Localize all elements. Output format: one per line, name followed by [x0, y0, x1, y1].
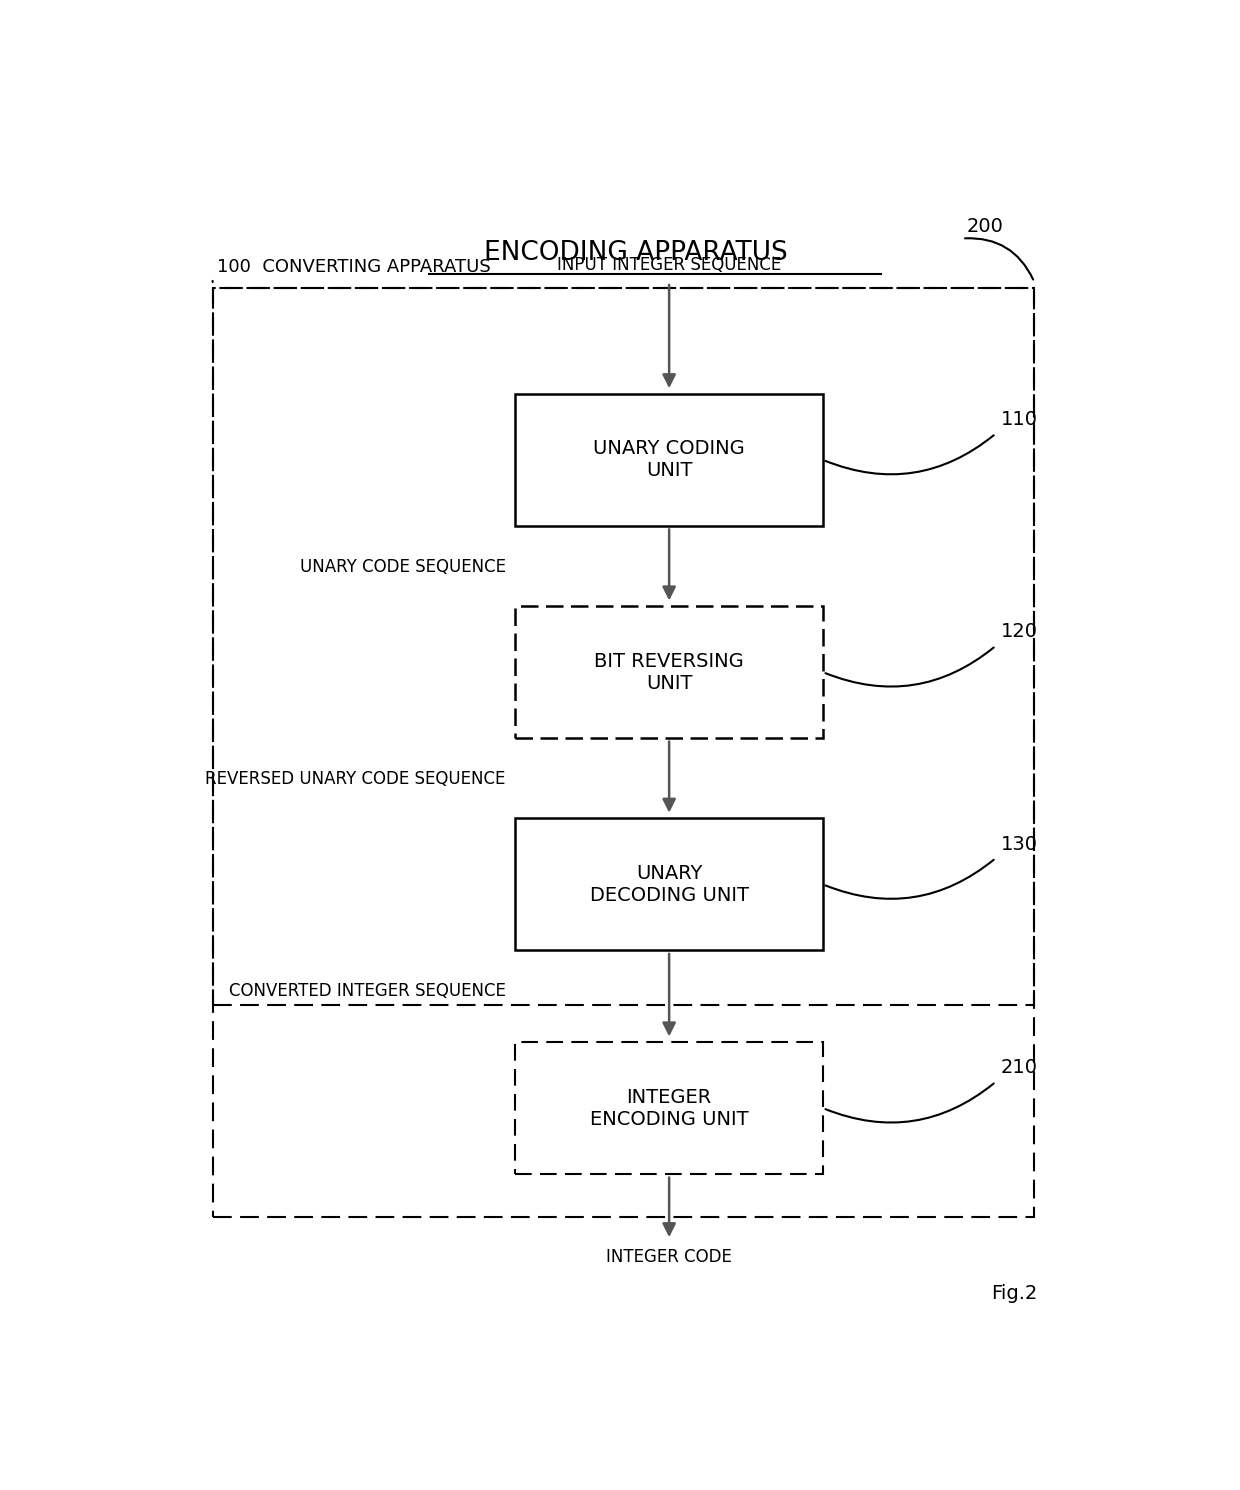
Bar [516, 393, 823, 526]
Bar [213, 288, 1034, 1217]
Text: 210: 210 [1001, 1058, 1038, 1077]
Text: 200: 200 [967, 218, 1004, 237]
Text: Fig.2: Fig.2 [991, 1284, 1038, 1304]
Bar [516, 1042, 823, 1174]
Text: 100  CONVERTING APPARATUS: 100 CONVERTING APPARATUS [217, 258, 491, 276]
Text: UNARY
DECODING UNIT: UNARY DECODING UNIT [590, 864, 749, 904]
Text: UNARY CODING
UNIT: UNARY CODING UNIT [593, 440, 745, 480]
Text: 120: 120 [1001, 623, 1038, 642]
Text: INTEGER
ENCODING UNIT: INTEGER ENCODING UNIT [590, 1088, 749, 1128]
Bar [516, 606, 823, 738]
Bar [213, 288, 1034, 1004]
Text: 110: 110 [1001, 410, 1038, 429]
Text: ENCODING APPARATUS: ENCODING APPARATUS [484, 240, 787, 267]
Text: REVERSED UNARY CODE SEQUENCE: REVERSED UNARY CODE SEQUENCE [206, 770, 506, 788]
Bar [516, 818, 823, 951]
Text: CONVERTED INTEGER SEQUENCE: CONVERTED INTEGER SEQUENCE [229, 982, 506, 1000]
Text: 130: 130 [1001, 834, 1038, 854]
Text: BIT REVERSING
UNIT: BIT REVERSING UNIT [594, 651, 744, 693]
Text: UNARY CODE SEQUENCE: UNARY CODE SEQUENCE [300, 557, 506, 575]
Text: INTEGER CODE: INTEGER CODE [606, 1249, 732, 1266]
Text: INPUT INTEGER SEQUENCE: INPUT INTEGER SEQUENCE [557, 256, 781, 274]
